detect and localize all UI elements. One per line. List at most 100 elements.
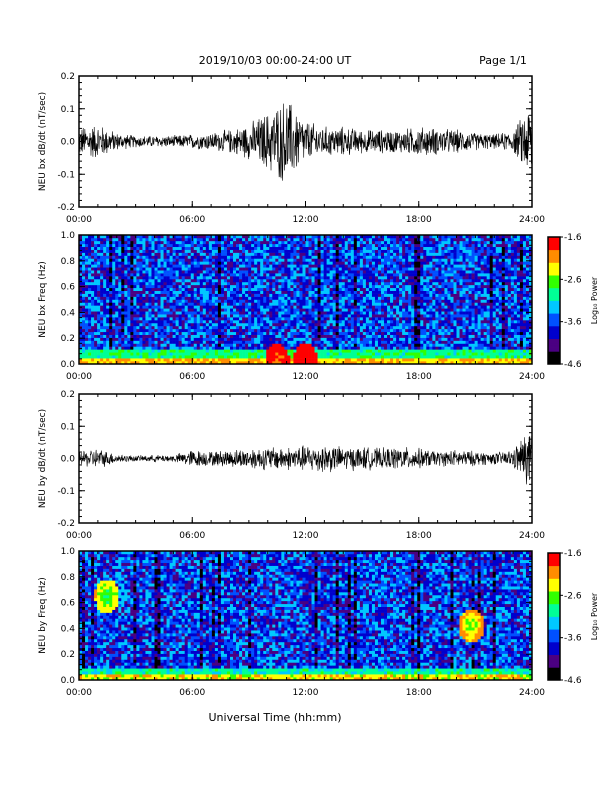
spectrogram-cell bbox=[166, 305, 170, 309]
spectrogram-cell bbox=[91, 255, 95, 259]
spectrogram-cell bbox=[172, 343, 176, 347]
spectrogram-cell bbox=[323, 337, 327, 341]
spectrogram-cell bbox=[130, 287, 134, 291]
spectrogram-cell bbox=[299, 349, 303, 353]
spectrogram-cell bbox=[359, 293, 364, 297]
spectrogram-cell bbox=[260, 314, 264, 318]
spectrogram-cell bbox=[94, 358, 98, 362]
spectrogram-cell bbox=[94, 334, 98, 338]
spectrogram-cell bbox=[118, 281, 122, 286]
spectrogram-cell bbox=[148, 343, 152, 347]
spectrogram-cell bbox=[284, 340, 288, 344]
spectrogram-cell bbox=[187, 337, 192, 341]
spectrogram-cell bbox=[287, 337, 291, 341]
spectrogram-cell bbox=[199, 246, 204, 250]
spectrogram-cell bbox=[136, 278, 140, 283]
spectrogram-cell bbox=[109, 243, 113, 248]
spectrogram-cell bbox=[305, 246, 309, 250]
spectrogram-cell bbox=[208, 322, 213, 327]
spectrogram-cell bbox=[350, 278, 355, 283]
spectrogram-cell bbox=[402, 311, 406, 315]
spectrogram-cell bbox=[353, 281, 358, 286]
spectrogram-cell bbox=[82, 308, 86, 312]
spectrogram-cell bbox=[396, 340, 400, 344]
spectrogram-cell bbox=[284, 358, 288, 362]
spectrogram-cell bbox=[220, 237, 225, 242]
spectrogram-cell bbox=[85, 317, 89, 321]
spectrogram-cell bbox=[88, 337, 92, 341]
spectrogram-cell bbox=[393, 361, 397, 365]
spectrogram-cell bbox=[269, 273, 273, 277]
spectrogram-cell bbox=[257, 337, 261, 341]
spectrogram-cell bbox=[263, 278, 267, 283]
spectrogram-cell bbox=[329, 355, 333, 359]
spectrogram-cell bbox=[275, 261, 279, 265]
spectrogram-cell bbox=[88, 252, 92, 256]
spectrogram-cell bbox=[196, 235, 201, 239]
spectrogram-cell bbox=[317, 281, 321, 286]
spectrogram-cell bbox=[329, 240, 333, 245]
spectrogram-cell bbox=[396, 343, 400, 347]
spectrogram-cell bbox=[199, 237, 204, 242]
spectrogram-cell bbox=[329, 340, 333, 344]
spectrogram-cell bbox=[217, 334, 222, 338]
spectrogram-cell bbox=[109, 287, 113, 291]
spectrogram-cell bbox=[365, 252, 370, 256]
spectrogram-cell bbox=[142, 358, 146, 362]
spectrogram-cell bbox=[79, 270, 83, 274]
spectrogram-cell bbox=[226, 258, 231, 262]
spectrogram-cell bbox=[308, 334, 312, 338]
spectrogram-cell bbox=[284, 296, 288, 300]
spectrogram-cell bbox=[190, 276, 195, 280]
spectrogram-cell bbox=[411, 331, 415, 335]
spectrogram-cell bbox=[278, 334, 282, 338]
spectrogram-cell bbox=[396, 305, 400, 309]
spectrogram-cell bbox=[293, 243, 297, 248]
spectrogram-cell bbox=[329, 361, 333, 365]
spectrogram-cell bbox=[305, 237, 309, 242]
spectrogram-cell bbox=[106, 308, 110, 312]
spectrogram-cell bbox=[338, 352, 343, 356]
spectrogram-cell bbox=[341, 314, 346, 318]
spectrogram-cell bbox=[266, 264, 270, 268]
spectrogram-cell bbox=[193, 290, 198, 294]
spectrogram-cell bbox=[377, 261, 382, 265]
spectrogram-cell bbox=[399, 293, 403, 297]
spectrogram-cell bbox=[172, 346, 176, 350]
spectrogram-cell bbox=[242, 346, 246, 350]
spectrogram-cell bbox=[91, 278, 95, 283]
spectrogram-cell bbox=[356, 258, 361, 262]
spectrogram-cell bbox=[199, 258, 204, 262]
spectrogram-cell bbox=[254, 240, 258, 245]
spectrogram-cell bbox=[112, 276, 116, 280]
spectrogram-cell bbox=[284, 343, 288, 347]
spectrogram-cell bbox=[163, 290, 167, 294]
spectrogram-cell bbox=[257, 299, 261, 303]
spectrogram-cell bbox=[139, 258, 143, 262]
spectrogram-cell bbox=[335, 284, 340, 289]
spectrogram-cell bbox=[405, 293, 409, 297]
spectrogram-cell bbox=[381, 281, 385, 286]
spectrogram-cell bbox=[384, 243, 388, 248]
spectrogram-cell bbox=[133, 235, 137, 239]
spectrogram-cell bbox=[365, 346, 370, 350]
spectrogram-cell bbox=[103, 308, 107, 312]
spectrogram-cell bbox=[214, 308, 219, 312]
spectrogram-cell bbox=[175, 331, 179, 335]
spectrogram-cell bbox=[305, 314, 309, 318]
spectrogram-cell bbox=[248, 255, 252, 259]
spectrogram-cell bbox=[344, 331, 349, 335]
spectrogram-cell bbox=[278, 361, 282, 365]
spectrogram-cell bbox=[245, 267, 249, 271]
spectrogram-cell bbox=[124, 346, 128, 350]
spectrogram-cell bbox=[190, 314, 195, 318]
spectrogram-cell bbox=[390, 352, 394, 356]
spectrogram-cell bbox=[311, 296, 315, 300]
spectrogram-cell bbox=[139, 322, 143, 327]
spectrogram-cell bbox=[254, 270, 258, 274]
spectrogram-cell bbox=[254, 349, 258, 353]
spectrogram-cell bbox=[335, 355, 340, 359]
spectrogram-cell bbox=[390, 328, 394, 333]
spectrogram-cell bbox=[332, 349, 336, 353]
spectrogram-cell bbox=[242, 343, 246, 347]
